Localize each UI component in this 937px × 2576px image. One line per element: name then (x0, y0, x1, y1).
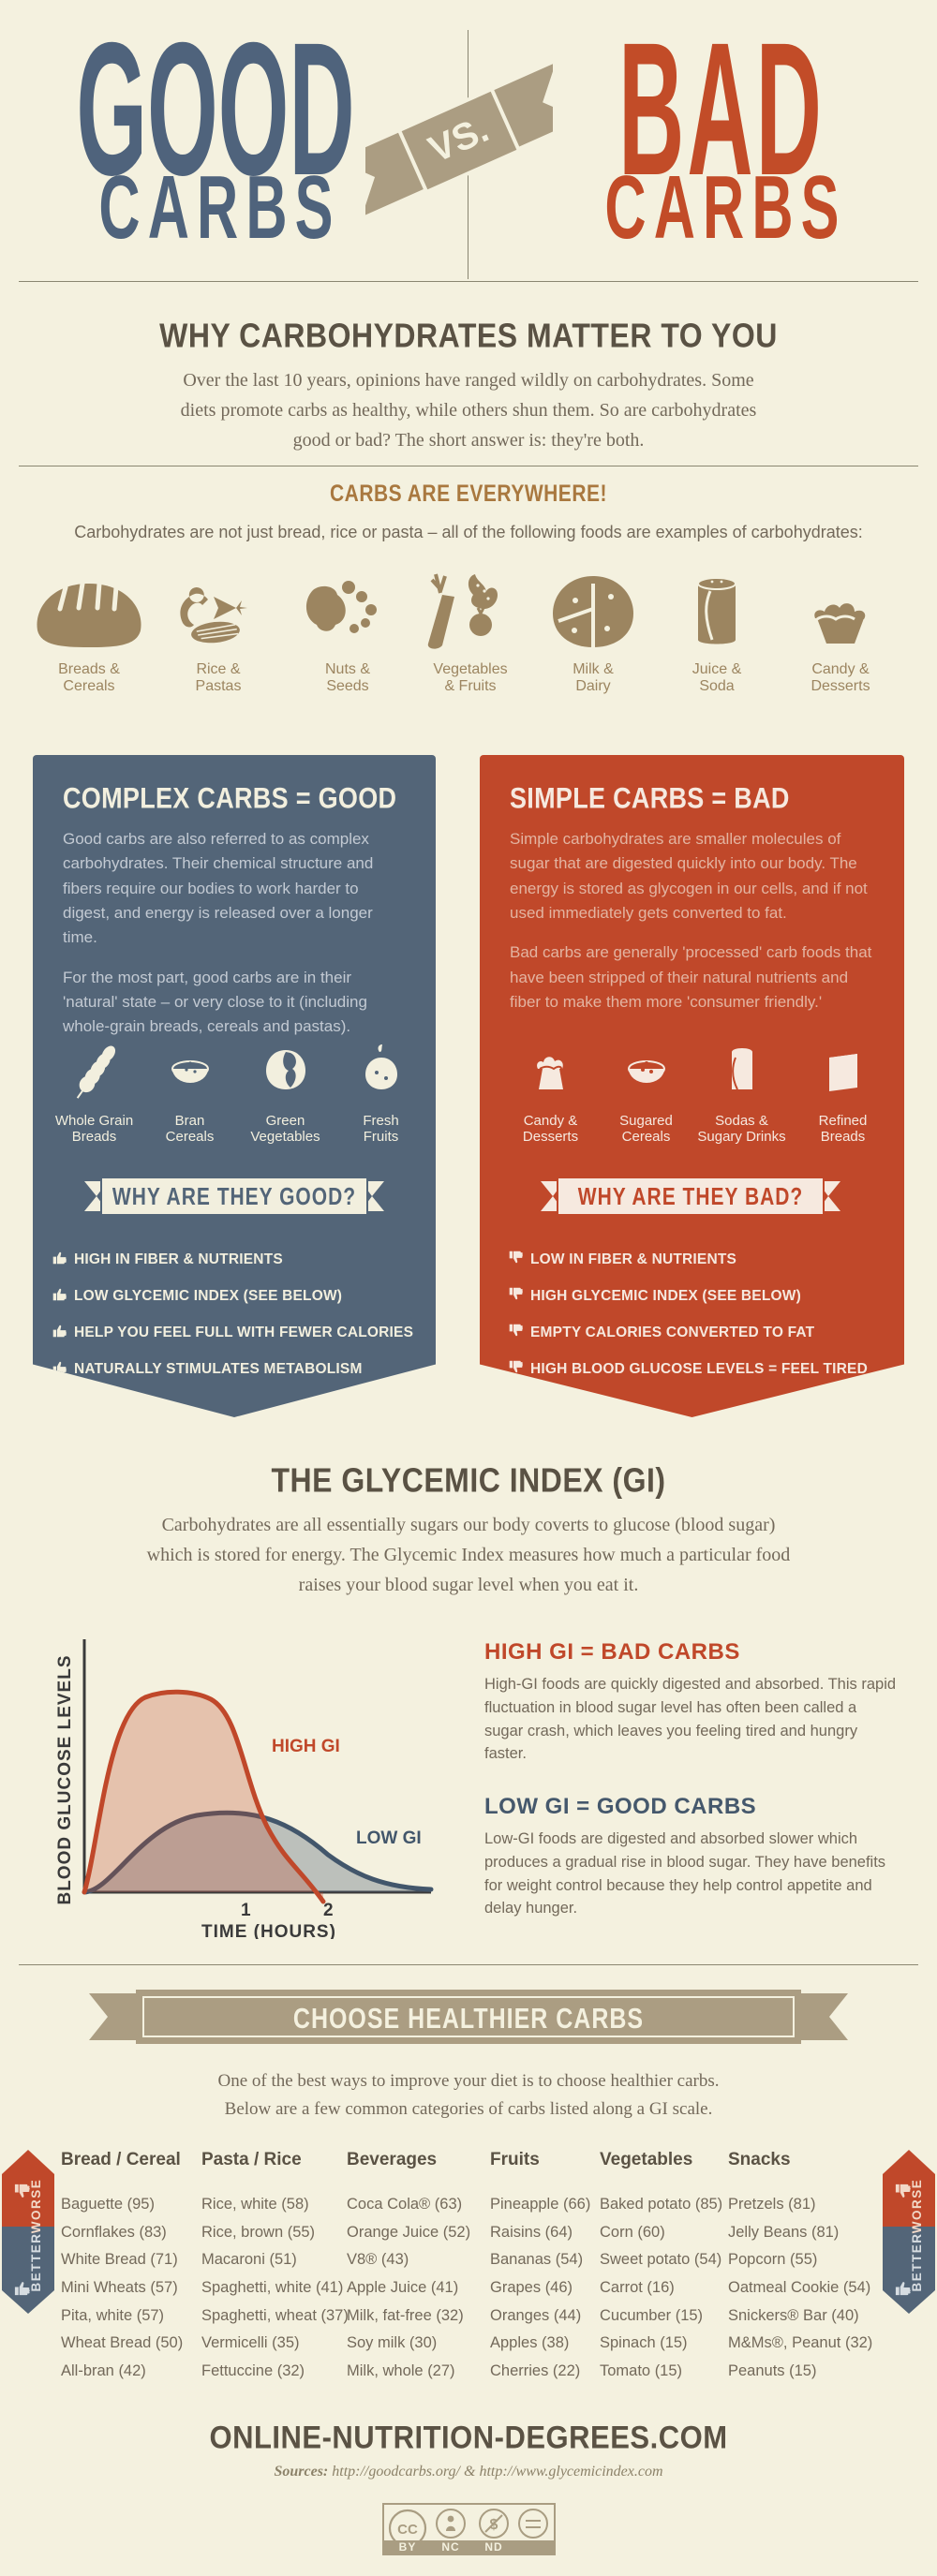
svg-text:ND: ND (484, 2540, 502, 2554)
svg-text:WHY ARE THEY GOOD?: WHY ARE THEY GOOD? (112, 1183, 356, 1209)
svg-text:BY: BY (399, 2540, 417, 2554)
svg-text:TIME (HOURS): TIME (HOURS) (201, 1922, 336, 1939)
svg-text:1: 1 (241, 1901, 251, 1920)
svg-text:HIGH GI: HIGH GI (272, 1737, 340, 1756)
svg-text:LOW GI: LOW GI (356, 1828, 422, 1848)
svg-text:CC: CC (397, 2522, 418, 2538)
svg-text:BLOOD GLUCOSE LEVELS: BLOOD GLUCOSE LEVELS (56, 1654, 75, 1904)
svg-text:2: 2 (323, 1901, 334, 1920)
svg-text:WHY ARE THEY BAD?: WHY ARE THEY BAD? (578, 1183, 803, 1209)
svg-text:NC: NC (441, 2540, 459, 2554)
svg-text:CHOOSE HEALTHIER CARBS: CHOOSE HEALTHIER CARBS (293, 2003, 644, 2035)
